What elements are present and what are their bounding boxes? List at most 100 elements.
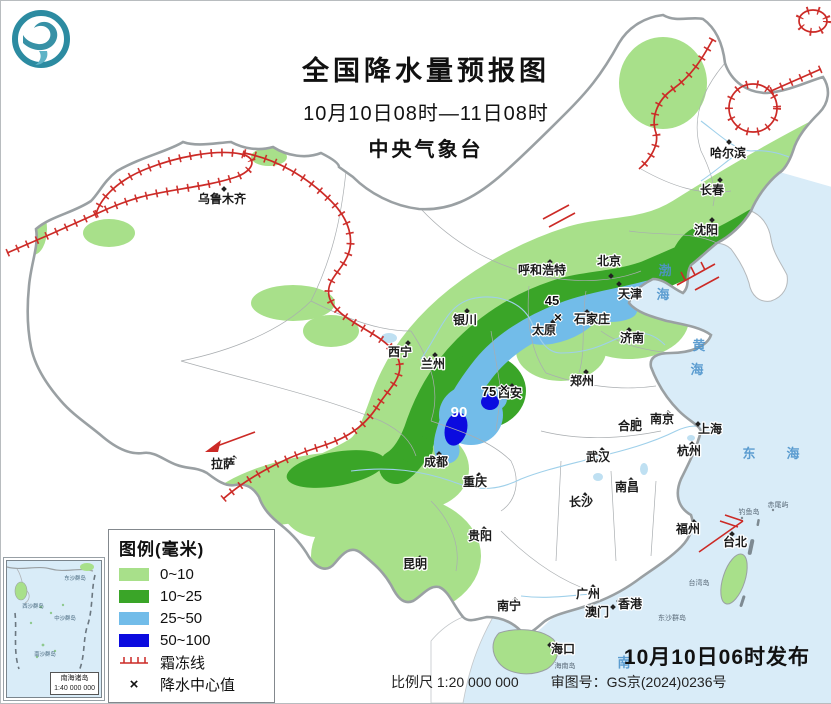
city-label: 重庆 bbox=[463, 474, 487, 489]
scale-text: 比例尺 1:20 000 000 bbox=[391, 674, 519, 690]
precip-center-value: 45 bbox=[545, 293, 559, 308]
city-label: 太原 bbox=[532, 322, 556, 337]
legend-label: 25~50 bbox=[160, 609, 203, 627]
city-dot bbox=[509, 383, 515, 389]
city-label: 南宁 bbox=[497, 598, 521, 613]
city-dot bbox=[726, 139, 732, 145]
city-label: 西安 bbox=[498, 385, 522, 400]
south-china-sea-inset: 东沙群岛 西沙群岛 中沙群岛 南沙群岛 南海诸岛 1:40 000 000 bbox=[3, 557, 105, 701]
city-dot bbox=[628, 477, 634, 483]
swatch-10-25 bbox=[119, 589, 149, 603]
inset-title: 南海诸岛 bbox=[60, 675, 89, 683]
city-dot bbox=[709, 217, 715, 223]
city-label: 北京 bbox=[597, 253, 621, 268]
city-dot bbox=[432, 352, 438, 358]
city-label: 澳门 bbox=[585, 604, 609, 619]
city-dot bbox=[616, 281, 622, 287]
city-label: 济南 bbox=[620, 330, 644, 345]
province-boundaries bbox=[180, 62, 732, 592]
city-label: 长春 bbox=[700, 182, 725, 197]
issue-time: 10月10日06时发布 bbox=[623, 646, 810, 669]
legend-row-0-10: 0~10 bbox=[119, 563, 264, 585]
island-label: 东沙群岛 bbox=[658, 613, 686, 622]
map-scale-line: 比例尺 1:20 000 000 审图号：GS京(2024)0236号 bbox=[391, 672, 827, 692]
forecast-period: 10月10日08时—11日08时 bbox=[303, 103, 549, 125]
city-dot bbox=[405, 340, 411, 346]
city-dot bbox=[665, 410, 671, 416]
inset-island-label: 南沙群岛 bbox=[34, 652, 56, 658]
frost-line-icon bbox=[119, 653, 149, 671]
city-dot bbox=[464, 308, 470, 314]
city-label: 呼和浩特 bbox=[518, 262, 566, 277]
sea-label: 东 bbox=[742, 446, 755, 461]
city-dot bbox=[717, 177, 723, 183]
city-label: 天津 bbox=[618, 286, 642, 301]
lakes bbox=[381, 333, 695, 481]
city-dot bbox=[476, 472, 482, 478]
city-label: 上海 bbox=[698, 421, 722, 436]
city-dot bbox=[583, 369, 589, 375]
city-label: 南昌 bbox=[615, 479, 639, 494]
city-label: 沈阳 bbox=[694, 222, 718, 237]
city-label: 石家庄 bbox=[573, 311, 610, 326]
frost-line bbox=[7, 10, 827, 499]
city-dot bbox=[417, 555, 423, 561]
cma-logo-icon bbox=[9, 7, 73, 71]
sea-label: 南 bbox=[617, 655, 630, 670]
city-label: 武汉 bbox=[586, 449, 611, 464]
island-label: 赤尾屿 bbox=[768, 500, 789, 509]
city-dot bbox=[626, 327, 632, 333]
inset-island-label: 西沙群岛 bbox=[22, 604, 44, 610]
gale-symbols bbox=[205, 204, 744, 553]
precip-center-value: 75 bbox=[482, 384, 496, 399]
city-dot bbox=[691, 519, 697, 525]
city-dot bbox=[550, 319, 556, 325]
city-label: 昆明 bbox=[403, 557, 427, 571]
legend-row-frost: 霜冻线 bbox=[119, 651, 264, 673]
city-dot bbox=[221, 186, 227, 192]
city-dot bbox=[582, 492, 588, 498]
legend-label: 霜冻线 bbox=[160, 654, 206, 672]
legend-label: 50~100 bbox=[160, 631, 211, 649]
sea-label: 海 bbox=[786, 446, 799, 461]
city-label: 拉萨 bbox=[211, 456, 235, 471]
map-header: 全国降水量预报图 10月10日08时—11日08时 中央气象台 bbox=[226, 49, 626, 162]
city-label: 乌鲁木齐 bbox=[198, 191, 247, 206]
precip-center-value: 90 bbox=[451, 404, 468, 421]
legend-title: 图例(毫米) bbox=[119, 540, 205, 559]
city-label: 南京 bbox=[650, 411, 674, 426]
swatch-0-10 bbox=[119, 567, 149, 581]
city-dot bbox=[729, 531, 735, 537]
approval-number: 审图号：GS京(2024)0236号 bbox=[550, 674, 727, 690]
inset-island-label: 中沙群岛 bbox=[54, 616, 76, 622]
rivers bbox=[350, 120, 807, 598]
swatch-25-50 bbox=[119, 611, 149, 625]
city-dot bbox=[610, 604, 616, 610]
city-label: 广州 bbox=[576, 586, 600, 601]
city-label: 海口 bbox=[551, 641, 575, 656]
sea-label: 海 bbox=[656, 287, 669, 302]
city-dot bbox=[481, 526, 487, 532]
legend-box: 图例(毫米) 0~10 10~25 25~50 50~100 霜冻线 × bbox=[108, 529, 275, 703]
city-dot bbox=[547, 642, 553, 648]
city-dot bbox=[231, 455, 237, 461]
inset-map: 东沙群岛 西沙群岛 中沙群岛 南沙群岛 南海诸岛 1:40 000 000 bbox=[6, 560, 102, 698]
city-dot bbox=[695, 421, 701, 427]
city-dot bbox=[436, 451, 442, 457]
city-label: 兰州 bbox=[421, 356, 445, 371]
city-dot bbox=[599, 447, 605, 453]
center-value-icon: × bbox=[129, 675, 139, 693]
city-label: 成都 bbox=[424, 454, 448, 469]
city-label: 银川 bbox=[453, 312, 477, 327]
city-label: 台北 bbox=[723, 534, 747, 549]
city-dot bbox=[547, 259, 553, 265]
city-label: 杭州 bbox=[677, 443, 701, 458]
city-label: 长沙 bbox=[569, 494, 593, 509]
city-label: 贵阳 bbox=[468, 528, 492, 543]
precip-center-mark-icon: × bbox=[500, 380, 508, 396]
legend-row-25-50: 25~50 bbox=[119, 607, 264, 629]
